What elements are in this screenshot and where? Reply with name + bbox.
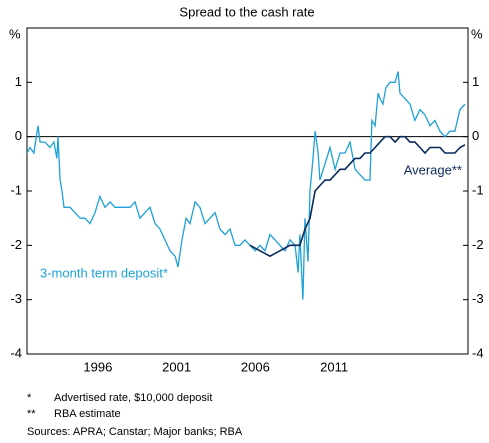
chart-subtitle: Spread to the cash rate [179, 4, 314, 19]
x-tick-label: 1996 [83, 359, 112, 374]
y-tick-label-left: 0 [15, 128, 22, 143]
series-label: 3-month term deposit* [40, 265, 168, 280]
y-tick-label-left: -3 [10, 291, 22, 306]
footnote-marker: ** [27, 408, 36, 420]
sources: Sources: APRA; Canstar; Major banks; RBA [27, 426, 243, 438]
series-line [249, 135, 466, 258]
y-tick-label-left: -1 [10, 182, 22, 197]
y-tick-label-left: -2 [10, 237, 22, 252]
footnote-text: RBA estimate [54, 408, 121, 420]
footnote-text: Advertised rate, $10,000 deposit [54, 392, 212, 404]
y-tick-label-right: 1 [472, 74, 479, 89]
series-line [26, 71, 466, 300]
series-label: Average** [404, 162, 462, 177]
footnote-marker: * [27, 392, 32, 404]
y-tick-label-left: -4 [10, 345, 22, 360]
y-tick-label-right: -2 [472, 237, 484, 252]
y-unit-right: % [471, 26, 483, 41]
y-tick-label-right: -4 [472, 345, 484, 360]
y-tick-label-right: -1 [472, 182, 484, 197]
y-tick-label-right: -3 [472, 291, 484, 306]
x-tick-label: 2006 [241, 359, 270, 374]
y-tick-label-left: 1 [15, 74, 22, 89]
plot-frame [26, 27, 469, 355]
y-unit-left: % [9, 26, 21, 41]
x-tick-label: 2011 [320, 359, 348, 374]
x-tick-label: 2001 [162, 359, 191, 374]
y-tick-label-right: 0 [472, 128, 479, 143]
